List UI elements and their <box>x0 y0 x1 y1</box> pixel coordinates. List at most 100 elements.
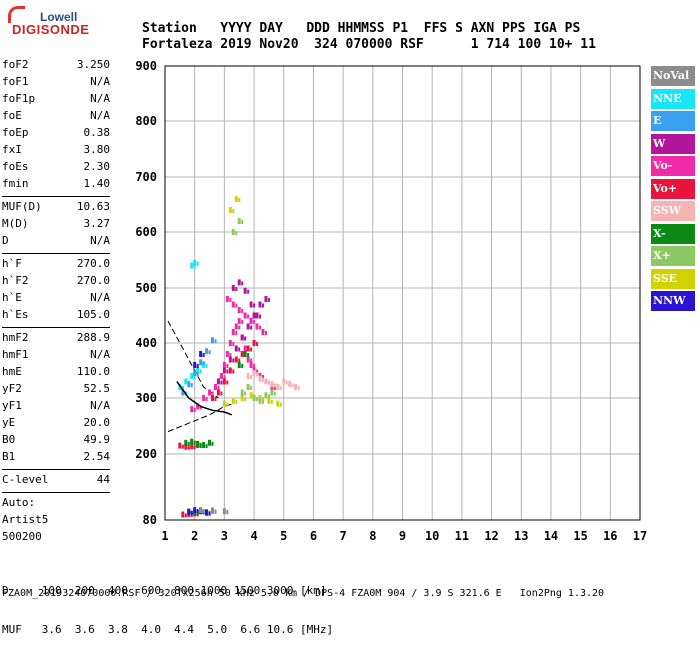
echo-point <box>225 296 229 302</box>
echo-point <box>222 508 226 515</box>
echo-point <box>237 318 241 324</box>
param-row-b1: B1 2.54 <box>2 450 110 467</box>
param-row-h-es: h`Es 105.0 <box>2 308 110 325</box>
profile-dashed-line <box>167 320 219 399</box>
echo-point <box>211 391 214 396</box>
legend-item-vo-: Vo+ <box>651 178 695 199</box>
param-row-muf-d-: MUF(D) 10.63 <box>2 200 110 217</box>
param-label: C-level <box>2 473 49 486</box>
echo-point <box>208 439 212 446</box>
echo-point <box>246 356 250 363</box>
param-value: 2.30 <box>83 160 111 173</box>
param-value: 52.5 <box>83 382 111 395</box>
echo-point <box>211 337 214 344</box>
parameter-list: foF2 3.250 foF1 N/A foF1p N/A foE N/A foEp 0.38 fx… <box>2 58 110 547</box>
logo-digisonde: DIGISONDE <box>12 22 90 37</box>
echo-point <box>241 364 244 368</box>
echo-point <box>219 373 223 379</box>
echo-point <box>246 384 250 390</box>
param-row-auto-: Auto: <box>2 496 110 513</box>
echo-point <box>276 400 280 407</box>
y-tick-label: 80 <box>143 513 157 527</box>
x-tick-label: 14 <box>544 529 558 543</box>
echo-point <box>223 375 226 379</box>
echo-point <box>234 196 238 202</box>
x-tick-label: 3 <box>221 529 228 543</box>
legend-item-w: W <box>651 133 695 154</box>
echo-point <box>229 298 232 302</box>
param-value: N/A <box>90 92 110 105</box>
echo-point <box>264 331 267 335</box>
echo-point <box>270 399 273 404</box>
echo-point <box>240 389 244 396</box>
x-tick-label: 17 <box>633 529 647 543</box>
echo-point <box>250 325 253 330</box>
echo-point <box>232 342 235 346</box>
echo-point <box>202 442 206 449</box>
echo-point <box>243 287 247 294</box>
param-value: 49.9 <box>83 433 111 446</box>
echo-point <box>288 381 292 388</box>
echo-point <box>238 358 241 363</box>
echo-point <box>258 301 262 308</box>
echo-point <box>196 364 199 368</box>
echo-point <box>243 312 247 319</box>
x-tick-label: 9 <box>399 529 406 543</box>
echo-point <box>196 367 200 374</box>
param-label: yE <box>2 416 16 429</box>
param-label: hmF2 <box>2 331 29 344</box>
echo-point <box>196 511 199 516</box>
echo-point <box>273 383 276 388</box>
echo-point <box>240 334 244 341</box>
echo-point <box>238 325 241 330</box>
legend-item-nne: NNE <box>651 88 695 109</box>
param-row-fof1: foF1 N/A <box>2 75 110 92</box>
echo-point <box>234 345 238 352</box>
echo-point <box>247 289 250 294</box>
param-label: yF2 <box>2 382 22 395</box>
echo-point <box>264 392 268 399</box>
echo-point <box>270 389 274 396</box>
echo-point <box>255 312 259 319</box>
echo-point <box>193 507 197 514</box>
echo-point <box>199 405 202 410</box>
param-label: Auto: <box>2 496 36 509</box>
echo-point <box>208 350 211 355</box>
echo-point <box>261 329 265 335</box>
echo-point <box>273 386 276 390</box>
echo-point <box>187 441 190 446</box>
y-tick-label: 300 <box>135 391 157 405</box>
echo-point <box>199 359 203 366</box>
header-labels: Station YYYY DAY DDD HHMMSS P1 FFS S AXN… <box>142 21 581 36</box>
param-separator <box>2 492 110 493</box>
param-value: 110.0 <box>76 365 110 378</box>
echo-point <box>199 507 203 514</box>
echo-point <box>193 370 197 377</box>
echo-point <box>235 231 238 235</box>
echo-point <box>231 397 235 404</box>
echo-point <box>244 391 247 396</box>
echo-point <box>241 309 244 313</box>
echo-point <box>214 397 217 401</box>
param-separator <box>2 327 110 328</box>
echo-point <box>234 323 238 330</box>
x-tick-label: 11 <box>455 529 469 543</box>
echo-point <box>237 218 241 224</box>
echo-point <box>264 296 268 302</box>
param-row-c-level: C-level 44 <box>2 473 110 490</box>
echo-point <box>196 440 200 447</box>
echo-point <box>190 510 193 515</box>
echo-point <box>225 351 229 357</box>
x-tick-label: 16 <box>603 529 617 543</box>
echo-point <box>258 375 262 382</box>
x-tick-label: 13 <box>514 529 528 543</box>
echo-point <box>238 347 241 352</box>
echo-point <box>247 314 250 319</box>
echo-point <box>243 351 247 357</box>
echo-point <box>250 375 253 379</box>
echo-point <box>226 364 229 368</box>
echo-point <box>199 351 203 357</box>
param-label: h`E <box>2 291 22 304</box>
echo-point <box>211 507 214 514</box>
param-label: 500200 <box>2 530 42 543</box>
